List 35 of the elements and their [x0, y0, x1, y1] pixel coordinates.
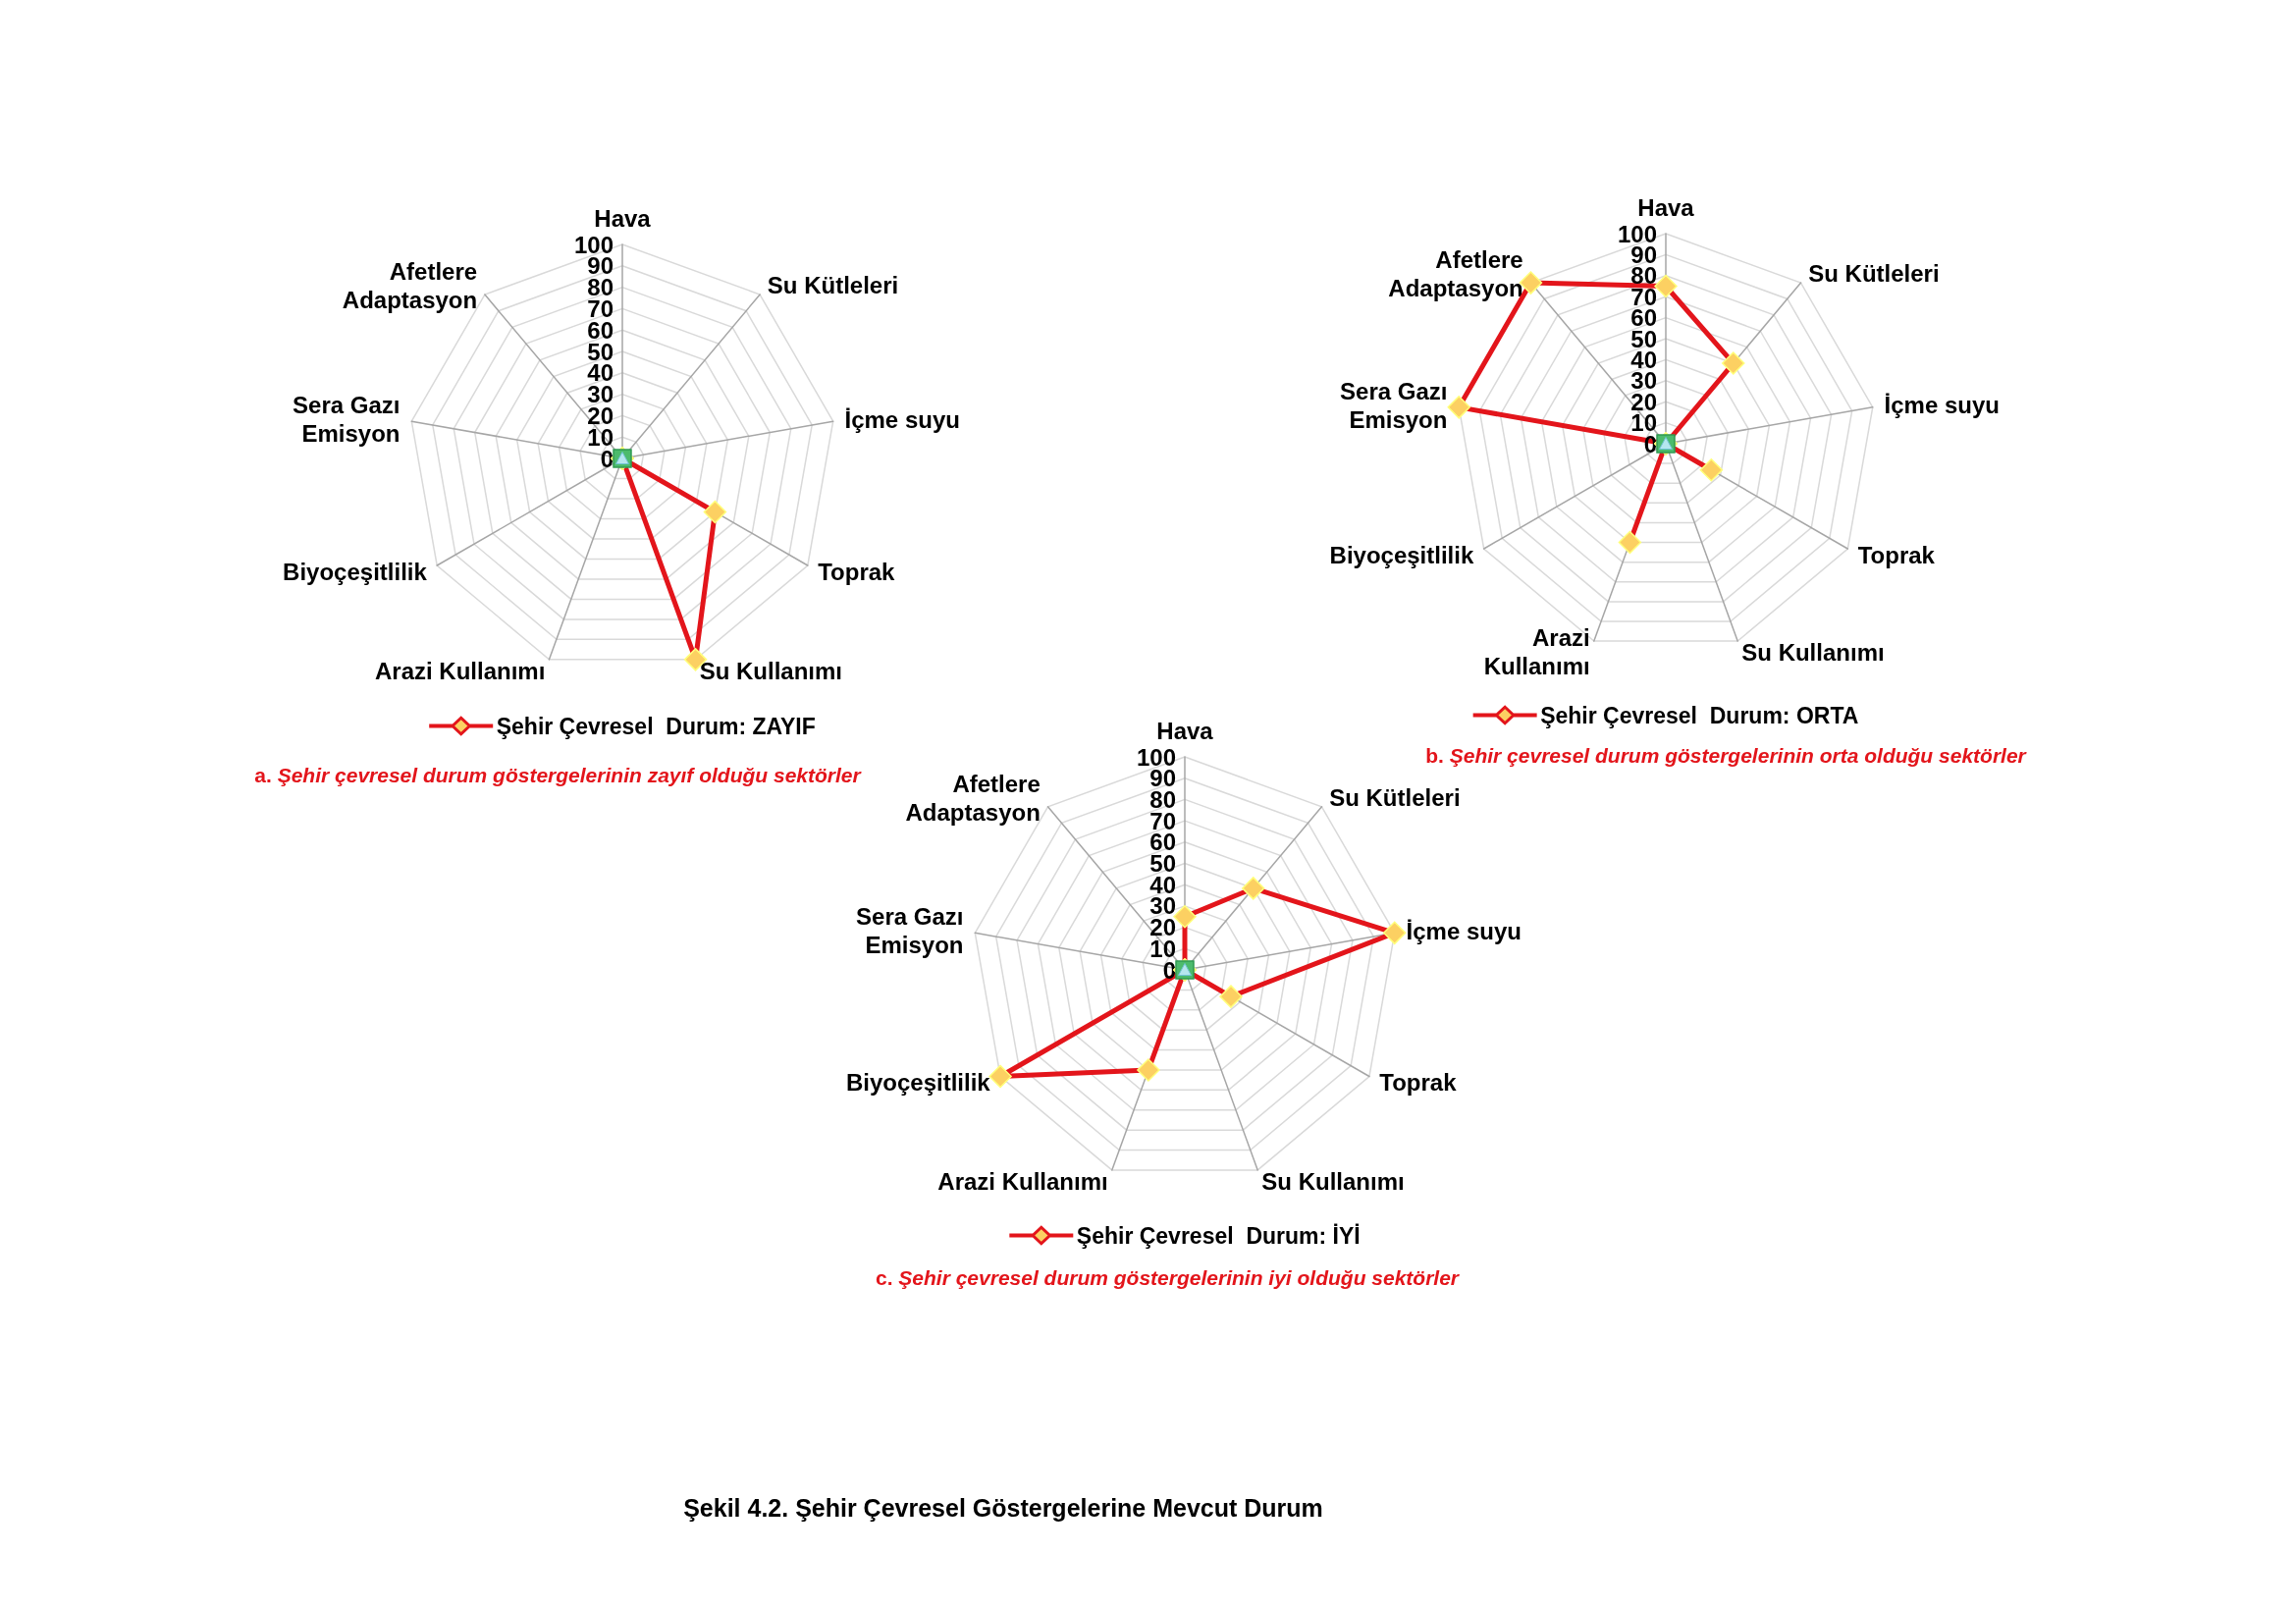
spoke-label: Hava [1637, 194, 1695, 221]
spoke-label: Su Kullanımı [1261, 1167, 1405, 1195]
spoke-label: Su Kullanımı [1741, 638, 1885, 666]
spoke-label: Arazi Kullanımı [1483, 624, 1590, 680]
spoke-label: Toprak [1379, 1069, 1458, 1096]
spoke-label: Sera Gazı Emisyon [856, 903, 964, 959]
legend-label: Şehir Çevresel Durum: ZAYIF [496, 713, 816, 739]
text: c. Şehir çevresel durum göstergelerinin iyi olduğu sektörler [875, 1265, 1460, 1289]
spoke-label: Arazi Kullanımı [937, 1167, 1108, 1195]
spoke-label: Su Kütleleri [1329, 784, 1461, 812]
spoke-label: Biyoçeşitlilik [283, 558, 428, 585]
spoke-label: Sera Gazı Emisyon [293, 392, 400, 448]
y-tick-label: 100 [1617, 220, 1657, 247]
text: Şekil 4.2. Şehir Çevresel Göstergelerine Mevcut Durum [683, 1493, 1323, 1522]
spoke-label: Su Kütleleri [767, 272, 899, 299]
spoke-label: Afetlere Adaptasyon [1388, 245, 1523, 301]
spoke-label: Arazi Kullanımı [374, 657, 546, 684]
spoke-label: Biyoçeşitlilik [845, 1069, 991, 1096]
legend-label: Şehir Çevresel Durum: ORTA [1540, 702, 1859, 728]
spoke-label: Afetlere Adaptasyon [905, 770, 1041, 826]
spoke-label: Su Kütleleri [1808, 260, 1940, 288]
spoke-label: İçme suyu [844, 405, 960, 433]
spoke-label: Toprak [818, 558, 896, 585]
spoke-label: İçme suyu [1884, 392, 2000, 419]
spoke-label: Afetlere Adaptasyon [342, 257, 478, 313]
spoke-label: Hava [594, 205, 652, 232]
spoke-label: Biyoçeşitlilik [1329, 541, 1474, 568]
spoke-label: Hava [1156, 718, 1214, 744]
spoke-label: İçme suyu [1406, 917, 1522, 944]
spoke-label: Sera Gazı Emisyon [1340, 377, 1448, 433]
spoke-label: Su Kullanımı [699, 657, 843, 684]
legend-label: Şehir Çevresel Durum: İYİ [1076, 1222, 1361, 1249]
spoke-label: Toprak [1857, 541, 1936, 568]
text: a. Şehir çevresel durum göstergelerinin zayıf olduğu sektörler [254, 763, 861, 786]
text: b. Şehir çevresel durum göstergelerinin orta olduğu sektörler [1425, 743, 2026, 767]
